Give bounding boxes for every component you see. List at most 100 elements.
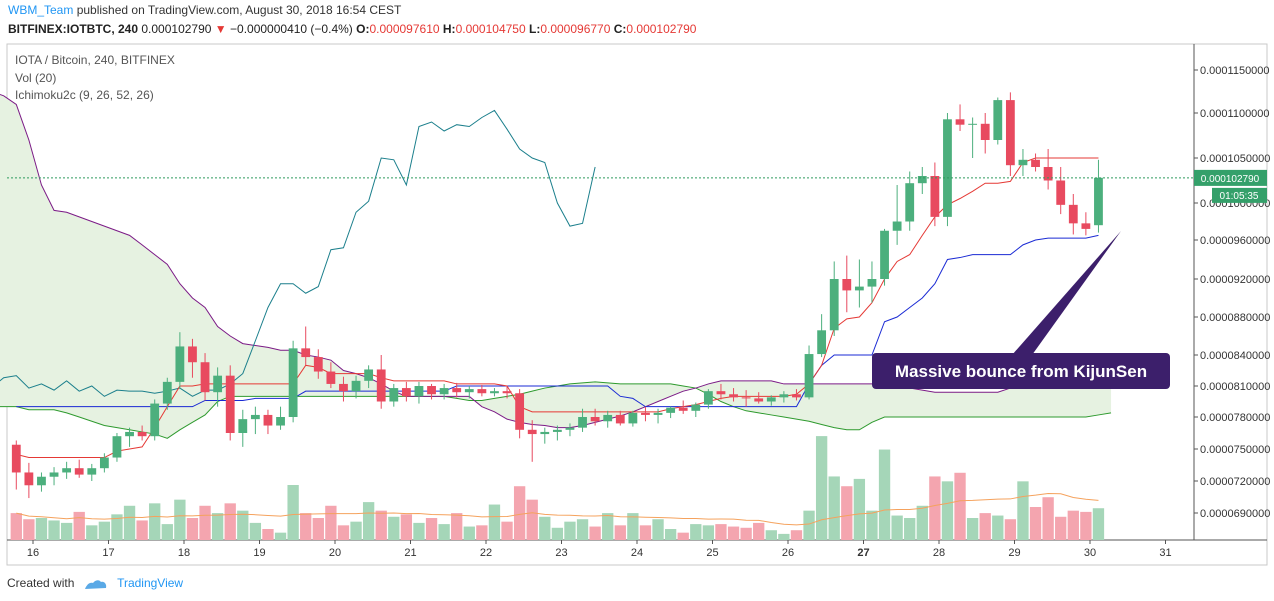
volume-ma-line xyxy=(16,492,1099,526)
x-tick-label: 20 xyxy=(329,547,341,559)
volume-bar xyxy=(941,481,954,540)
kijun-sen-line xyxy=(16,234,1099,408)
volume-bar xyxy=(513,486,526,540)
candle-body xyxy=(943,119,952,217)
candle-body xyxy=(1031,159,1040,167)
volume-bar xyxy=(1080,511,1092,540)
author-link[interactable]: WBM_Team xyxy=(8,3,74,17)
volume-bar xyxy=(815,436,828,540)
countdown-badge-label: 01:05:35 xyxy=(1220,191,1259,202)
volume-bar xyxy=(35,518,48,540)
candle-body xyxy=(766,397,776,402)
candle-body xyxy=(1068,204,1078,224)
volume-bar xyxy=(765,530,777,540)
volume-bar xyxy=(614,525,626,540)
candle-body xyxy=(678,407,688,411)
volume-bar xyxy=(1042,497,1054,540)
candle-body xyxy=(464,389,474,393)
volume-bar xyxy=(639,525,652,540)
volume-bar xyxy=(1004,519,1017,540)
candle-body xyxy=(1043,167,1053,181)
publish-line: WBM_Team published on TradingView.com, A… xyxy=(8,3,401,17)
volume-bar xyxy=(841,486,853,540)
candle-body xyxy=(288,348,298,417)
volume-bar xyxy=(211,513,224,540)
volume-bar xyxy=(249,522,262,540)
x-tick-label: 29 xyxy=(1008,547,1020,559)
candle-body xyxy=(125,431,134,437)
volume-bar xyxy=(803,510,815,540)
volume-bar xyxy=(740,527,752,540)
volume-bar xyxy=(966,518,979,540)
candle-body xyxy=(1094,177,1103,226)
close-value: 0.000102790 xyxy=(626,22,697,36)
candle-body xyxy=(213,375,223,393)
change-text: −0.000000410 (−0.4%) xyxy=(230,22,353,36)
candle-body xyxy=(792,394,801,398)
candle-body xyxy=(238,419,248,433)
price-badge xyxy=(1194,169,1267,186)
volume-bar xyxy=(929,476,941,540)
x-tick-label: 24 xyxy=(631,547,643,559)
volume-legend[interactable]: Vol (20) xyxy=(15,71,57,85)
volume-bar xyxy=(690,524,702,540)
candle-body xyxy=(867,279,877,287)
volume-bar xyxy=(702,525,715,540)
open-value: 0.000097610 xyxy=(369,22,440,36)
candle-body xyxy=(779,394,789,398)
volume-bar xyxy=(954,472,966,540)
volume-bar xyxy=(828,476,840,540)
candle-body xyxy=(729,394,738,398)
candle-body xyxy=(930,176,940,217)
tradingview-logo-icon xyxy=(84,580,106,589)
volume-bar xyxy=(727,526,740,540)
volume-bar xyxy=(753,522,765,540)
x-tick-label: 28 xyxy=(933,547,945,559)
candle-body xyxy=(917,176,927,184)
down-arrow-icon: ▼ xyxy=(214,22,227,36)
open-label: O: xyxy=(356,22,370,36)
candle-body xyxy=(842,279,852,291)
volume-bar xyxy=(400,514,413,540)
candle-body xyxy=(691,404,701,411)
y-tick-label: 0.0000810000 xyxy=(1200,381,1270,393)
volume-bar xyxy=(551,527,564,540)
volume-bar xyxy=(1017,481,1029,540)
volume-bar xyxy=(853,478,866,540)
candle-body xyxy=(401,388,411,397)
candle-body xyxy=(854,286,864,291)
candle-body xyxy=(276,417,285,426)
candle-body xyxy=(452,388,462,393)
volume-bar xyxy=(602,513,614,540)
candle-body xyxy=(162,381,172,404)
annotation-label: Massive bounce from KijunSen xyxy=(895,362,1147,381)
candle-body xyxy=(225,375,235,433)
volume-bar xyxy=(866,510,878,540)
candle-body xyxy=(615,414,625,424)
tradingview-link[interactable]: TradingView xyxy=(117,576,184,590)
candle-body xyxy=(552,429,562,432)
candle-body xyxy=(188,346,197,363)
candle-body xyxy=(968,123,978,125)
volume-bar xyxy=(677,532,689,540)
y-tick-label: 0.0000780000 xyxy=(1200,412,1270,424)
candle-body xyxy=(74,468,84,475)
created-with-text: Created with xyxy=(7,576,75,590)
low-label: L: xyxy=(528,22,541,36)
candle-body xyxy=(540,431,550,435)
volume-bar xyxy=(350,521,362,540)
candle-body xyxy=(87,468,97,475)
candle-body xyxy=(11,444,21,473)
volume-bar xyxy=(111,514,123,540)
x-tick-label: 23 xyxy=(555,547,567,559)
volume-bar xyxy=(149,503,161,540)
volume-bar xyxy=(891,515,903,540)
volume-bar xyxy=(451,513,463,540)
published-text: published on TradingView.com, August 30,… xyxy=(76,3,402,17)
volume-bar xyxy=(375,510,387,540)
candle-body xyxy=(326,371,336,384)
x-tick-label: 21 xyxy=(404,547,416,559)
ichimoku-legend[interactable]: Ichimoku2c (9, 26, 52, 26) xyxy=(15,88,154,102)
volume-bar xyxy=(627,513,639,540)
